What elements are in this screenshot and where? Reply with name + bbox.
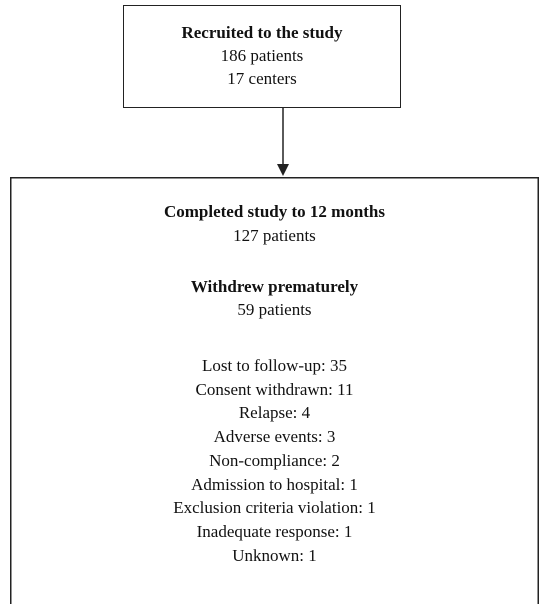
box-title: Recruited to the study <box>181 23 343 42</box>
section-title: Completed study to 12 months <box>163 202 386 221</box>
withdrawal-reason: Admission to hospital: 1 <box>191 474 358 494</box>
arrow-head <box>277 164 289 176</box>
section-line: 59 patients <box>237 300 312 319</box>
withdrawal-reason: Relapse: 4 <box>238 403 311 423</box>
withdrawal-reason: Consent withdrawn: 11 <box>195 379 354 399</box>
section-line: 127 patients <box>233 226 316 245</box>
box-line: 186 patients <box>220 46 304 65</box>
outcome-box: Completed study to 12 months 127 patient… <box>11 178 538 604</box>
outcome-box-border <box>10 177 539 604</box>
recruited-box: Recruited to the study 186 patients 17 c… <box>123 5 401 108</box>
withdrawal-reason: Non-compliance: 2 <box>209 450 340 470</box>
section-title: Withdrew prematurely <box>190 277 359 296</box>
withdrawal-reason: Unknown: 1 <box>232 545 317 565</box>
box-line: 17 centers <box>227 69 297 88</box>
withdrawal-reason: Inadequate response: 1 <box>196 521 353 541</box>
withdrawal-reason: Exclusion criteria violation: 1 <box>173 498 376 518</box>
withdrawal-reason: Adverse events: 3 <box>213 427 336 447</box>
withdrawal-reason: Lost to follow-up: 35 <box>202 356 347 375</box>
